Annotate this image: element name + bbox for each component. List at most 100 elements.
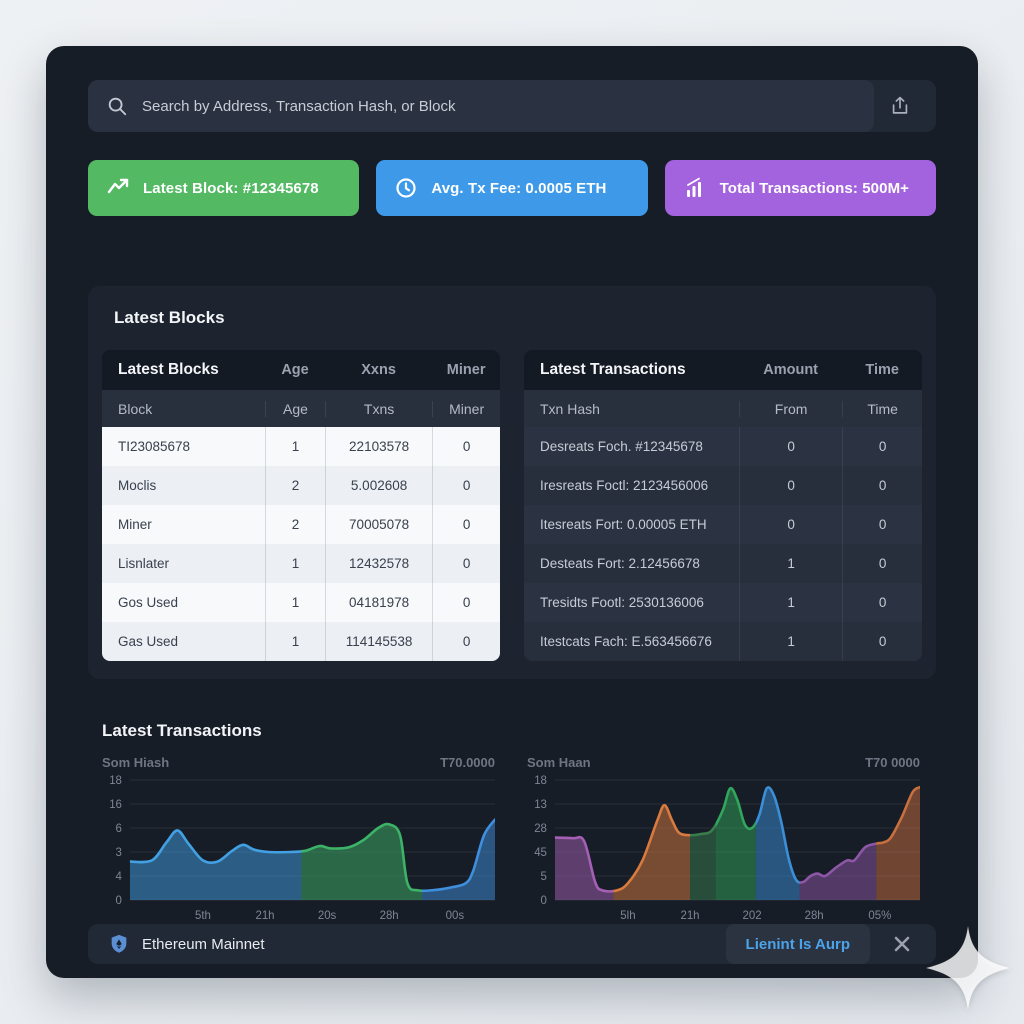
table-cell: Desreats Foch. #12345678 <box>540 439 703 454</box>
table-cell: Lisnlater <box>118 556 170 571</box>
close-icon <box>894 936 910 952</box>
latest-blocks-table: Latest Blocks Age Xxns Miner Block Age Txns Min… <box>102 350 500 661</box>
table-subheader-col: Time <box>842 400 922 417</box>
svg-text:45: 45 <box>534 847 547 859</box>
share-icon <box>892 96 908 114</box>
table-cell: 5.002608 <box>324 466 432 505</box>
table-cell: 0 <box>432 544 500 583</box>
table-cell: Moclis <box>118 478 157 493</box>
table-cell: Miner <box>118 517 152 532</box>
search-field-container <box>88 80 874 132</box>
svg-text:5th: 5th <box>195 910 211 922</box>
svg-text:6: 6 <box>116 823 122 835</box>
table-cell: 114145538 <box>324 622 432 661</box>
table-row: Tresidts Footl: 2530136006 1 0 <box>524 583 922 622</box>
table-cell: 70005078 <box>324 505 432 544</box>
table-cell: Gas Used <box>118 634 179 649</box>
close-button[interactable] <box>882 924 922 964</box>
explorer-card: Latest Block: #12345678 Avg. Tx Fee: 0.0… <box>46 46 978 978</box>
latest-blocks-panel: Latest Blocks Latest Blocks Age Xxns Miner B… <box>88 286 936 679</box>
table-subheader-col: Age <box>265 400 325 417</box>
table-cell: 2 <box>265 505 325 544</box>
table-subheader-col: Txns <box>324 400 432 417</box>
table-row: TI23085678 1 22103578 0 <box>102 427 500 466</box>
table-cell: 1 <box>265 583 325 622</box>
table-cell: Tresidts Footl: 2530136006 <box>540 595 704 610</box>
latest-transactions-table: Latest Transactions Amount Time Txn Hash Fro… <box>524 350 922 661</box>
table-cell: 0 <box>842 622 922 661</box>
tables-row: Latest Blocks Age Xxns Miner Block Age Txns Min… <box>100 350 924 661</box>
svg-text:21h: 21h <box>255 910 274 922</box>
svg-text:00s: 00s <box>446 910 465 922</box>
svg-text:05%: 05% <box>868 910 891 922</box>
table-cell: 0 <box>432 505 500 544</box>
table-cell: 0 <box>432 583 500 622</box>
table-header-col: Miner <box>446 362 486 378</box>
trending-up-icon <box>107 178 129 194</box>
network-name: Ethereum Mainnet <box>142 935 265 953</box>
table-subheader-col: Txn Hash <box>540 400 600 417</box>
table-header-title: Latest Blocks <box>118 361 219 378</box>
chart-right-title: Som Haan <box>527 755 591 770</box>
table-subheader-col: Block <box>118 400 153 417</box>
svg-text:202: 202 <box>743 910 762 922</box>
charts-row: Som Hiash T70.0000 18 16 6 3 4 0 5th 21h 20s 28h 0… <box>88 755 936 924</box>
table-cell: 1 <box>265 427 325 466</box>
area-chart-right: 18 13 28 45 5 0 5lh 21h 202 28h 05% <box>534 775 921 922</box>
table-cell: Gos Used <box>118 595 179 610</box>
chart-left-header: Som Hiash T70.0000 <box>100 755 499 774</box>
table-body: Desreats Foch. #12345678 0 0 Iresreats Foct… <box>524 427 922 661</box>
table-cell: 04181978 <box>324 583 432 622</box>
latest-block-badge[interactable]: Latest Block: #12345678 <box>88 160 360 216</box>
latest-blocks-section-title: Latest Blocks <box>114 308 225 327</box>
svg-text:0: 0 <box>541 895 547 907</box>
table-cell: 0 <box>842 427 922 466</box>
area-chart-left: 18 16 6 3 4 0 5th 21h 20s 28h 00s <box>109 775 496 922</box>
table-cell: Itesreats Fort: 0.00005 ETH <box>540 517 707 532</box>
table-cell: 0 <box>842 466 922 505</box>
sparkle-watermark-icon <box>926 926 1010 1010</box>
table-row: Lisnlater 1 12432578 0 <box>102 544 500 583</box>
svg-text:5lh: 5lh <box>620 910 635 922</box>
chart-left-title: Som Hiash <box>102 755 170 770</box>
table-cell: 0 <box>842 505 922 544</box>
total-transactions-label: Total Transactions: 500M+ <box>719 179 910 197</box>
svg-text:18: 18 <box>109 775 122 787</box>
search-icon <box>108 97 127 116</box>
table-cell: 0 <box>432 622 500 661</box>
latest-block-label: Latest Block: #12345678 <box>143 179 319 197</box>
table-cell: 0 <box>432 427 500 466</box>
svg-text:20s: 20s <box>318 910 337 922</box>
table-subheader: Block Age Txns Miner <box>102 390 500 427</box>
table-row: Itestcats Fach: E.563456676 1 0 <box>524 622 922 661</box>
table-cell: 0 <box>432 466 500 505</box>
table-cell: 1 <box>265 622 325 661</box>
chart-left-value: T70.0000 <box>440 755 495 770</box>
avg-tx-fee-badge[interactable]: Avg. Tx Fee: 0.0005 ETH <box>376 160 648 216</box>
transactions-chart-left: Som Hiash T70.0000 18 16 6 3 4 0 5th 21h 20s 28h 0… <box>100 755 499 924</box>
table-cell: 0 <box>842 544 922 583</box>
stats-row: Latest Block: #12345678 Avg. Tx Fee: 0.0… <box>88 160 936 216</box>
svg-text:0: 0 <box>116 895 122 907</box>
svg-text:28h: 28h <box>380 910 399 922</box>
table-cell: 0 <box>842 583 922 622</box>
table-subheader-col: Miner <box>432 400 500 417</box>
search-input[interactable] <box>142 97 860 115</box>
table-header-title: Latest Transactions <box>540 361 686 378</box>
table-row: Desreats Foch. #12345678 0 0 <box>524 427 922 466</box>
total-transactions-badge[interactable]: Total Transactions: 500M+ <box>664 160 936 216</box>
network-action-button[interactable]: Lienint Is Aurp <box>725 924 870 964</box>
share-button[interactable] <box>874 80 926 132</box>
table-cell: 22103578 <box>324 427 432 466</box>
table-row: Miner 2 70005078 0 <box>102 505 500 544</box>
avg-tx-fee-label: Avg. Tx Fee: 0.0005 ETH <box>431 179 607 197</box>
table-header-col: Age <box>281 362 309 378</box>
table-row: Moclis 2 5.002608 0 <box>102 466 500 505</box>
svg-text:21h: 21h <box>680 910 699 922</box>
table-cell: 2 <box>265 466 325 505</box>
table-cell: 1 <box>265 544 325 583</box>
table-row: Gas Used 1 114145538 0 <box>102 622 500 661</box>
shield-icon <box>111 934 127 953</box>
table-header-col: Time <box>865 362 899 378</box>
